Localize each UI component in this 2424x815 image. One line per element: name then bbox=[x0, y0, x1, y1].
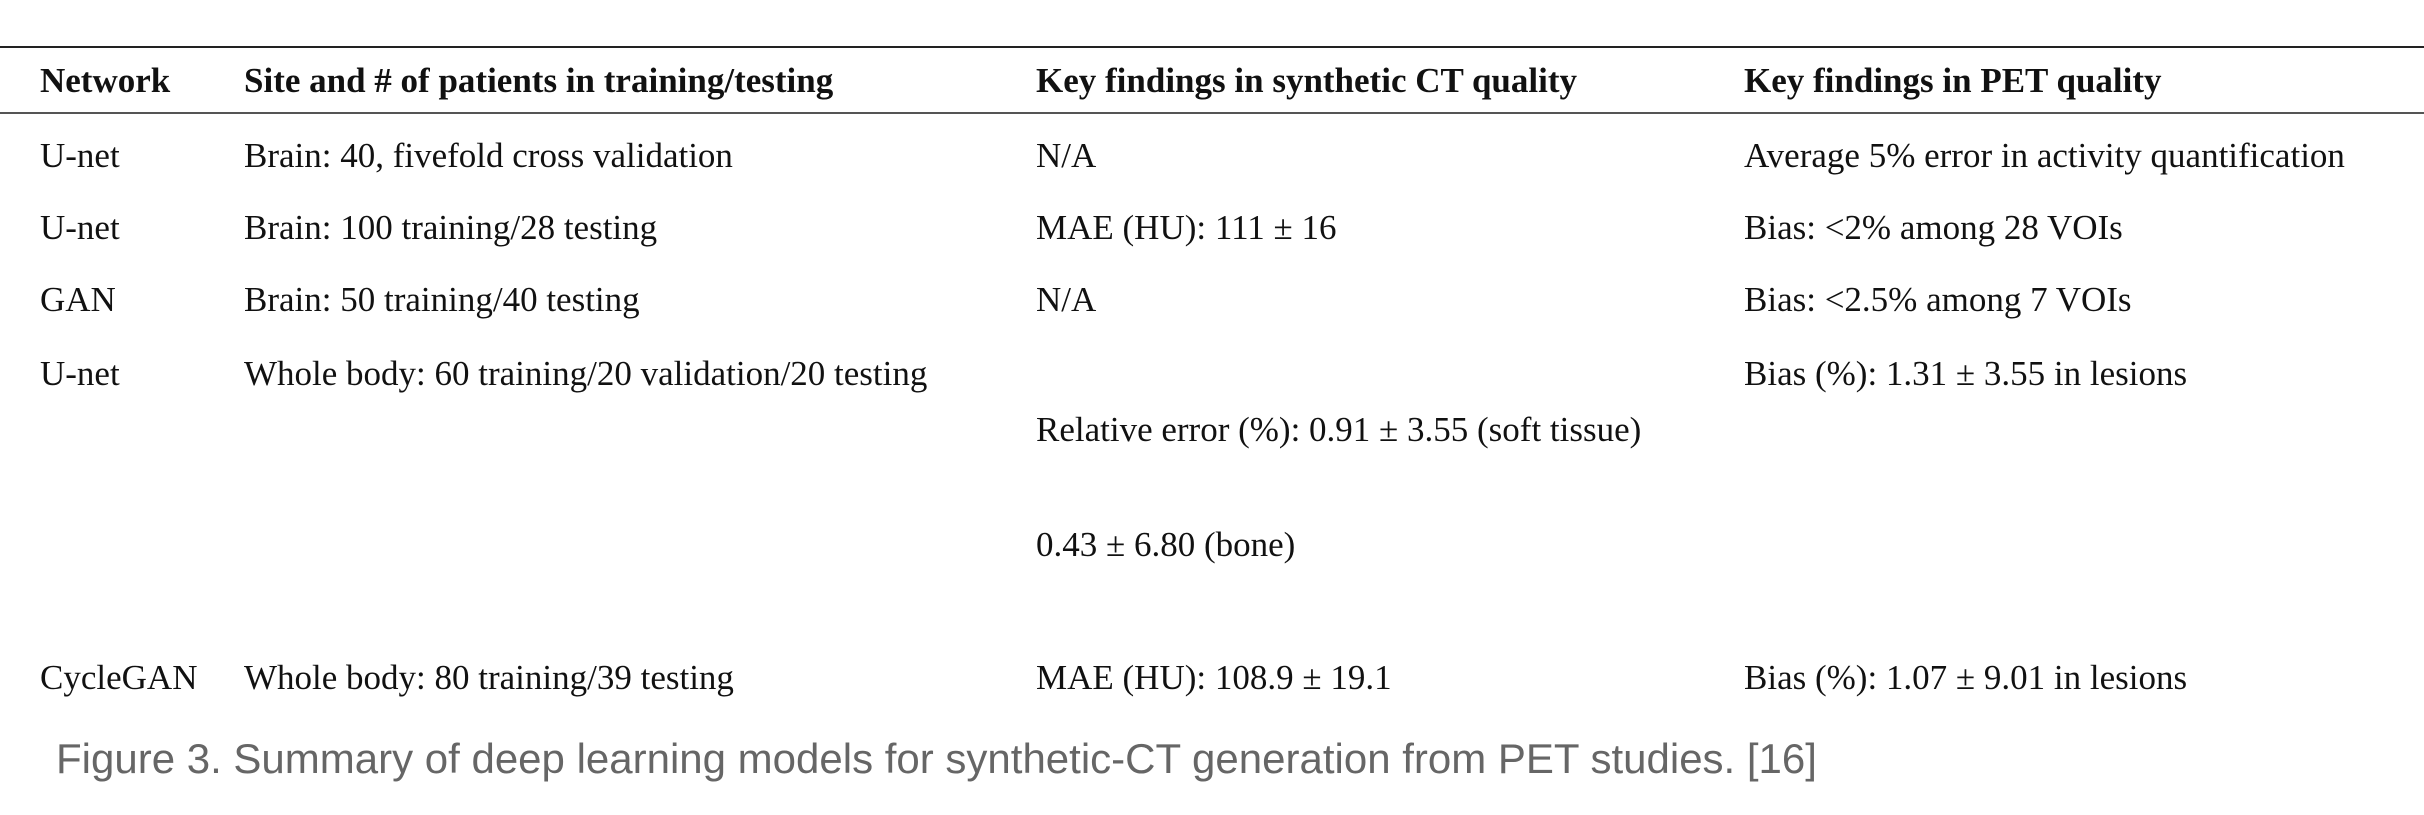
row5-network: CycleGAN bbox=[40, 658, 198, 697]
header-divider bbox=[0, 112, 2424, 114]
row2-network: U-net bbox=[40, 208, 120, 247]
row2-site: Brain: 100 training/28 testing bbox=[244, 208, 658, 247]
row5-site: Whole body: 80 training/39 testing bbox=[244, 658, 734, 697]
row1-pet-quality: Average 5% error in activity quantificat… bbox=[1744, 136, 2345, 175]
header-site: Site and # of patients in training/testi… bbox=[244, 61, 834, 100]
row3-site: Brain: 50 training/40 testing bbox=[244, 280, 640, 319]
row4-site: Whole body: 60 training/20 validation/20… bbox=[244, 354, 928, 393]
row5-ct-quality: MAE (HU): 108.9 ± 19.1 bbox=[1036, 658, 1392, 697]
row1-network: U-net bbox=[40, 136, 120, 175]
row1-site: Brain: 40, fivefold cross validation bbox=[244, 136, 733, 175]
header-pet-quality: Key findings in PET quality bbox=[1744, 61, 2162, 100]
row2-ct-quality: MAE (HU): 111 ± 16 bbox=[1036, 208, 1337, 247]
header-ct-quality: Key findings in synthetic CT quality bbox=[1036, 61, 1577, 100]
row3-pet-quality: Bias: <2.5% among 7 VOIs bbox=[1744, 280, 2132, 319]
row4-ct-quality-line1: Relative error (%): 0.91 ± 3.55 (soft ti… bbox=[1036, 410, 1642, 449]
row4-network: U-net bbox=[40, 354, 120, 393]
figure-caption: Figure 3. Summary of deep learning model… bbox=[56, 735, 1817, 782]
row1-ct-quality: N/A bbox=[1036, 136, 1097, 175]
row3-network: GAN bbox=[40, 280, 116, 319]
row2-pet-quality: Bias: <2% among 28 VOIs bbox=[1744, 208, 2123, 247]
row4-ct-quality-line2: 0.43 ± 6.80 (bone) bbox=[1036, 525, 1296, 564]
row5-pet-quality: Bias (%): 1.07 ± 9.01 in lesions bbox=[1744, 658, 2188, 697]
table-top-rule bbox=[0, 46, 2424, 48]
header-network: Network bbox=[40, 61, 171, 100]
row3-ct-quality: N/A bbox=[1036, 280, 1097, 319]
row4-pet-quality: Bias (%): 1.31 ± 3.55 in lesions bbox=[1744, 354, 2188, 393]
